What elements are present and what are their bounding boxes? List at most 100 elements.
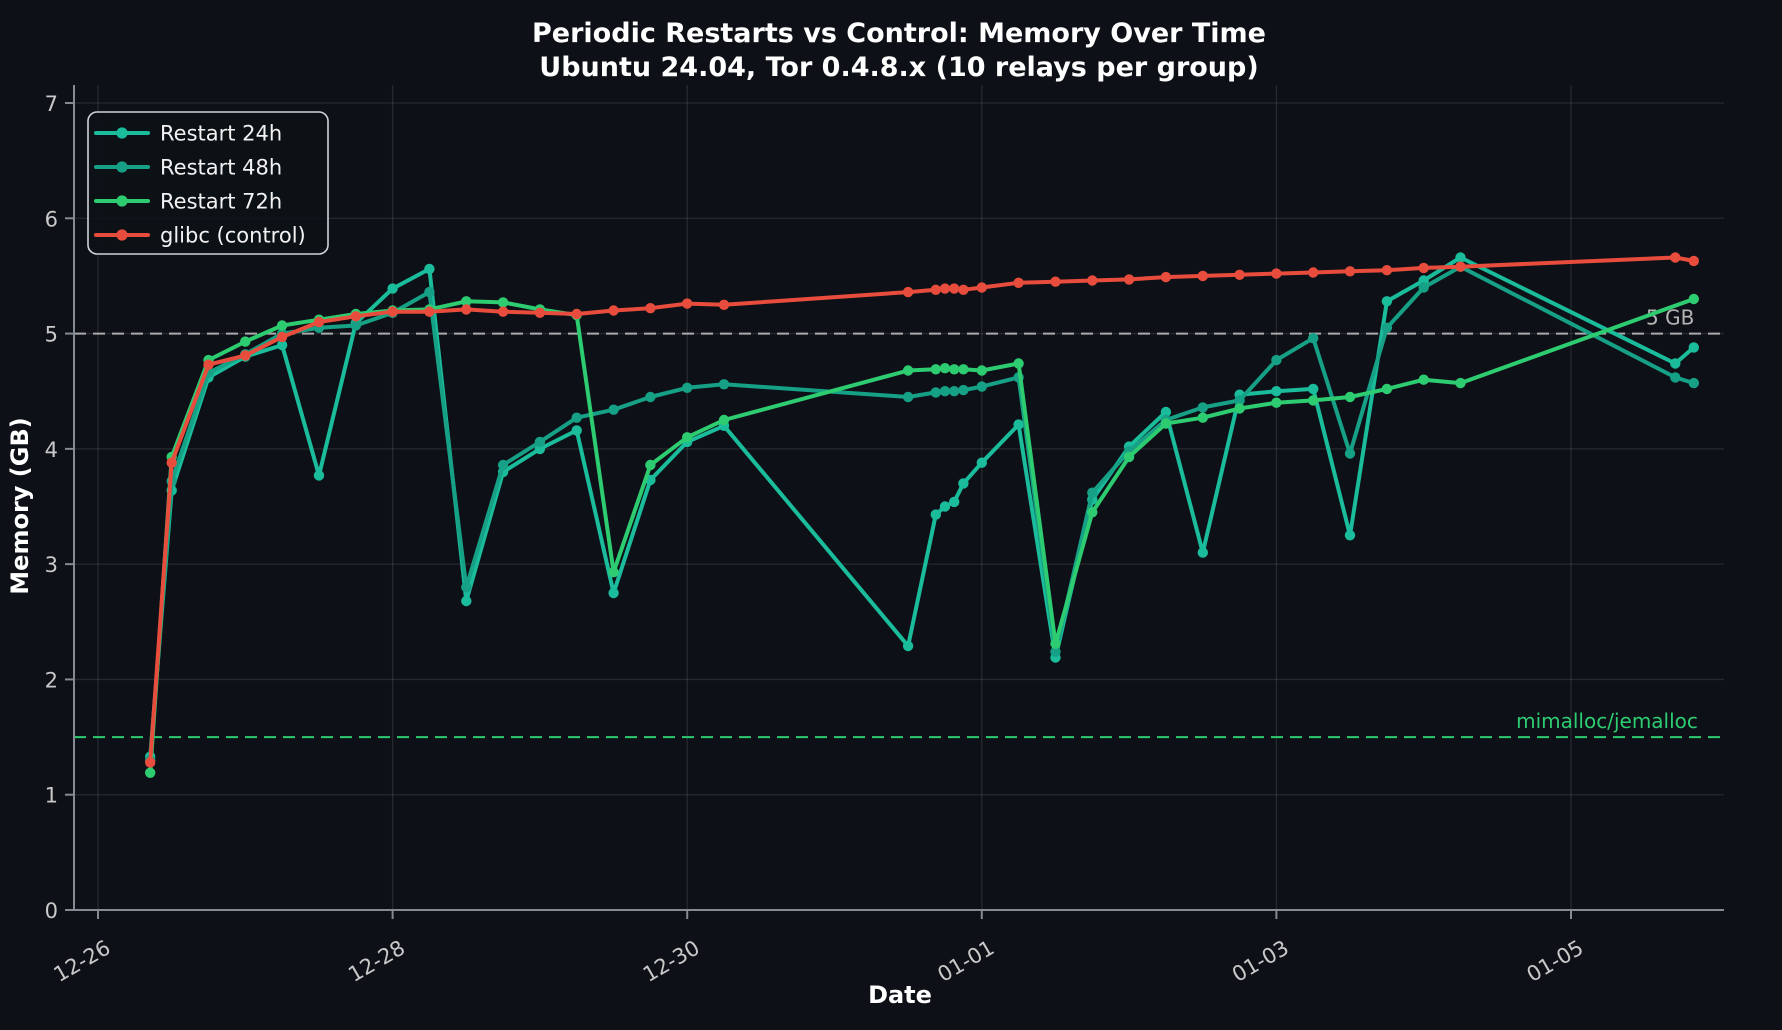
- data-point-restart-48h: [1381, 322, 1393, 333]
- data-point-restart-48h: [1050, 646, 1061, 657]
- data-point-restart-48h: [608, 404, 619, 415]
- data-point-restart-48h: [1688, 377, 1700, 389]
- data-point-restart-48h: [1087, 487, 1098, 498]
- data-point-glibc-control: [902, 286, 914, 298]
- data-point-restart-24h: [1197, 547, 1209, 558]
- data-point-glibc-control: [1381, 265, 1393, 276]
- data-point-glibc-control: [1455, 261, 1466, 272]
- x-tick-label: 01-03: [1228, 936, 1293, 987]
- data-point-restart-72h: [608, 567, 619, 578]
- data-point-glibc-control: [682, 298, 693, 309]
- data-point-restart-72h: [1418, 374, 1429, 385]
- legend-item-glibc-control: glibc (control): [94, 224, 306, 248]
- series-line-restart-24h: [148, 255, 1696, 759]
- data-point-glibc-control: [930, 284, 941, 295]
- y-axis-label: Memory (GB): [6, 417, 34, 594]
- data-point-glibc-control: [939, 283, 951, 294]
- data-point-glibc-control: [1344, 266, 1356, 277]
- data-point-glibc-control: [1670, 252, 1681, 263]
- data-point-restart-48h: [902, 391, 914, 403]
- legend-label: Restart 72h: [160, 190, 282, 214]
- legend-marker-dot: [116, 161, 128, 173]
- data-point-restart-72h: [1087, 507, 1098, 518]
- data-point-restart-48h: [718, 379, 730, 390]
- data-point-restart-24h: [461, 595, 472, 607]
- legend-item-restart-48h: Restart 48h: [94, 156, 282, 180]
- data-point-restart-72h: [718, 414, 730, 426]
- data-point-restart-48h: [1418, 282, 1429, 293]
- data-point-restart-72h: [276, 320, 288, 331]
- legend-label: Restart 24h: [160, 122, 282, 146]
- legend-marker-dot: [116, 229, 128, 241]
- legend-item-restart-24h: Restart 24h: [94, 122, 282, 146]
- y-tick-label: 2: [45, 668, 58, 692]
- data-point-glibc-control: [608, 305, 619, 316]
- x-tick-label: 12-26: [50, 936, 115, 987]
- data-point-glibc-control: [350, 311, 361, 322]
- data-point-restart-48h: [682, 382, 693, 393]
- series-line-restart-72h: [148, 297, 1696, 775]
- data-point-glibc-control: [571, 308, 582, 320]
- y-tick-label: 5: [45, 323, 58, 347]
- y-tick-label: 3: [45, 553, 58, 577]
- data-point-restart-24h: [1344, 530, 1356, 541]
- data-point-restart-72h: [1160, 418, 1172, 429]
- data-point-restart-24h: [902, 640, 914, 652]
- data-point-restart-72h: [645, 459, 656, 471]
- data-point-restart-72h: [949, 364, 960, 375]
- legend-marker-dot: [116, 127, 128, 139]
- data-point-glibc-control: [1418, 262, 1429, 274]
- data-point-glibc-control: [1271, 268, 1282, 279]
- data-point-restart-72h: [1344, 391, 1356, 403]
- x-axis-label: Date: [868, 981, 932, 1009]
- data-point-restart-24h: [387, 283, 398, 294]
- legend-item-restart-72h: Restart 72h: [94, 190, 282, 214]
- data-point-restart-48h: [1670, 372, 1681, 383]
- data-point-restart-24h: [313, 470, 325, 481]
- data-point-restart-48h: [350, 320, 361, 331]
- chart-title: Periodic Restarts vs Control: Memory Ove…: [532, 18, 1266, 49]
- data-point-restart-24h: [930, 509, 941, 520]
- data-point-glibc-control: [497, 306, 509, 317]
- series-line-restart-48h: [148, 264, 1696, 763]
- legend-marker-dot: [116, 195, 128, 207]
- data-point-glibc-control: [718, 299, 730, 310]
- data-point-restart-48h: [1234, 395, 1245, 406]
- data-point-restart-48h: [958, 384, 969, 396]
- data-point-restart-24h: [276, 339, 288, 351]
- data-point-restart-24h: [976, 457, 987, 468]
- data-point-glibc-control: [276, 331, 288, 343]
- data-point-glibc-control: [240, 350, 251, 361]
- data-point-restart-48h: [534, 436, 546, 448]
- data-point-restart-48h: [939, 386, 951, 397]
- data-point-restart-72h: [958, 364, 969, 375]
- data-point-glibc-control: [976, 282, 987, 293]
- data-point-restart-48h: [497, 459, 509, 471]
- data-point-glibc-control: [1050, 276, 1061, 287]
- data-point-restart-72h: [497, 297, 509, 308]
- data-point-glibc-control: [461, 304, 472, 315]
- data-point-restart-72h: [1123, 451, 1135, 463]
- data-point-glibc-control: [1688, 255, 1700, 267]
- data-point-restart-48h: [645, 391, 656, 403]
- data-point-glibc-control: [1234, 269, 1245, 280]
- data-point-restart-24h: [1381, 296, 1393, 307]
- legend-label: Restart 48h: [160, 156, 282, 180]
- data-point-restart-48h: [930, 387, 941, 398]
- data-point-glibc-control: [645, 303, 656, 314]
- y-tick-label: 7: [45, 92, 58, 116]
- data-point-restart-24h: [571, 425, 582, 436]
- data-point-glibc-control: [166, 457, 177, 468]
- data-point-restart-72h: [1197, 412, 1209, 423]
- data-point-glibc-control: [1197, 270, 1209, 282]
- data-point-restart-48h: [949, 386, 960, 397]
- data-point-glibc-control: [1308, 267, 1319, 278]
- x-tick-label: 01-01: [933, 936, 998, 987]
- data-point-restart-72h: [461, 296, 472, 307]
- legend-box: [87, 111, 329, 255]
- data-point-restart-72h: [930, 364, 941, 375]
- data-point-restart-24h: [949, 496, 960, 508]
- x-tick-label: 01-05: [1523, 936, 1588, 987]
- data-point-restart-24h: [608, 587, 619, 599]
